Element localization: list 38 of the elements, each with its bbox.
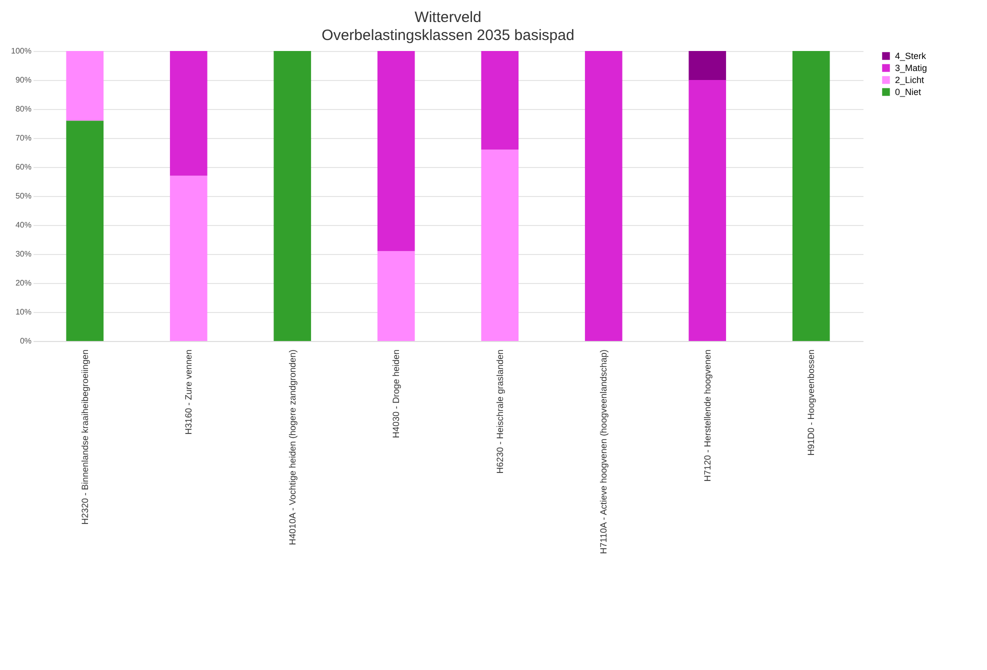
bar xyxy=(377,51,415,252)
bar xyxy=(481,51,519,150)
bar xyxy=(792,51,830,341)
y-tick-label: 90% xyxy=(15,76,32,84)
bar xyxy=(688,51,726,80)
chart-subtitle: Overbelastingsklassen 2035 basispad xyxy=(322,27,574,44)
x-tick-label: H7110A - Actieve hoogvenen (hoogveenlandschap) xyxy=(598,350,609,554)
bar xyxy=(584,51,622,341)
bar xyxy=(688,80,726,341)
bar xyxy=(66,120,104,341)
bar xyxy=(377,251,415,341)
y-tick-label: 70% xyxy=(15,134,32,142)
y-tick-label: 80% xyxy=(15,104,32,114)
y-tick-label: 20% xyxy=(15,278,32,288)
x-tick-label: H6230 - Heischrale graslanden xyxy=(494,350,505,474)
x-tick-label: H7120 - Herstellende hoogvenen xyxy=(702,350,712,482)
bar xyxy=(66,51,104,121)
y-tick-label: 30% xyxy=(15,250,32,258)
bar xyxy=(170,176,208,341)
y-tick-label: 100% xyxy=(11,46,32,56)
bar xyxy=(274,51,312,341)
y-tick-label: 40% xyxy=(15,220,32,230)
chart-title: Witterveld xyxy=(414,9,482,26)
legend-label: 4_Sterk xyxy=(895,51,927,61)
x-tick-label: H4030 - Droge heiden xyxy=(391,350,402,438)
legend-label: 3_Matig xyxy=(895,63,928,73)
y-tick-label: 60% xyxy=(15,162,32,172)
legend-label: 0_Niet xyxy=(895,87,922,97)
y-tick-label: 50% xyxy=(15,192,32,200)
x-tick-label: H4010A - Vochtige heiden (hogere zandgronden) xyxy=(287,350,298,546)
y-tick-label: 0% xyxy=(20,336,32,346)
x-tick-label: H3160 - Zure vennen xyxy=(184,350,194,435)
legend-label: 2_Licht xyxy=(895,75,925,85)
x-tick-label: H2320 - Binnenlandse kraaiheibegroeiingen xyxy=(80,350,90,525)
y-tick-label: 10% xyxy=(15,308,32,316)
bar xyxy=(170,51,208,176)
bar xyxy=(481,150,519,341)
x-tick-label: H91D0 - Hoogveenbossen xyxy=(806,350,816,456)
